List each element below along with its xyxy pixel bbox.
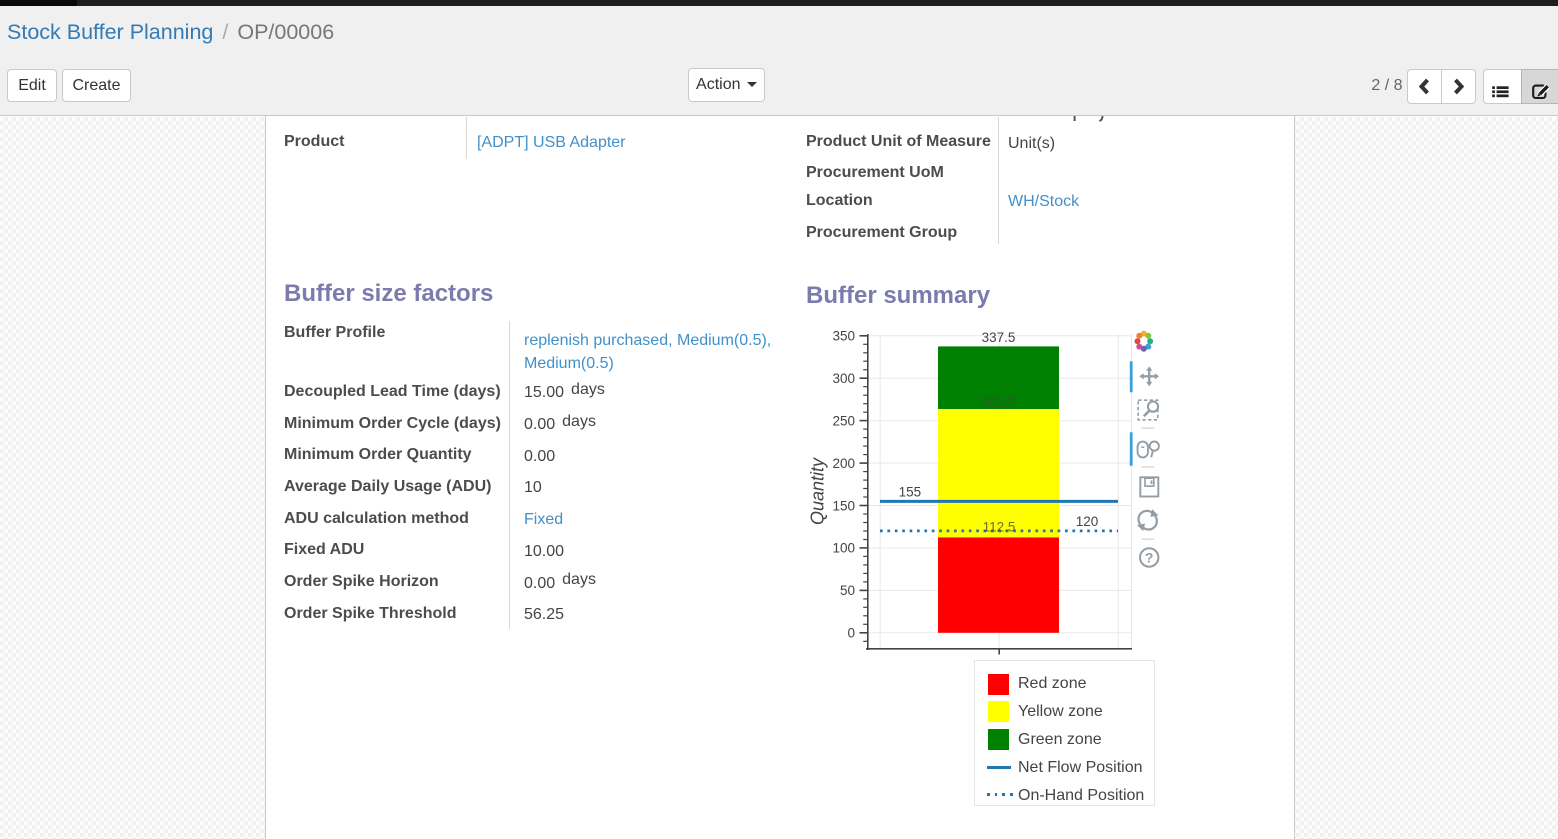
svg-text:112.5: 112.5 [983, 520, 1016, 535]
svg-text:Quantity: Quantity [808, 457, 828, 525]
svg-text:?: ? [1145, 550, 1154, 566]
svg-text:250: 250 [832, 413, 855, 428]
svg-text:337.5: 337.5 [982, 330, 1016, 345]
svg-text:150: 150 [832, 498, 855, 513]
svg-text:300: 300 [832, 371, 855, 386]
svg-text:0: 0 [847, 626, 855, 641]
svg-text:50: 50 [840, 583, 855, 598]
svg-text:155: 155 [899, 485, 922, 500]
svg-text:100: 100 [832, 541, 855, 556]
svg-text:120: 120 [1076, 514, 1099, 529]
svg-text:350: 350 [832, 329, 855, 344]
svg-text:200: 200 [832, 456, 855, 471]
svg-text:262.5: 262.5 [982, 396, 1016, 411]
